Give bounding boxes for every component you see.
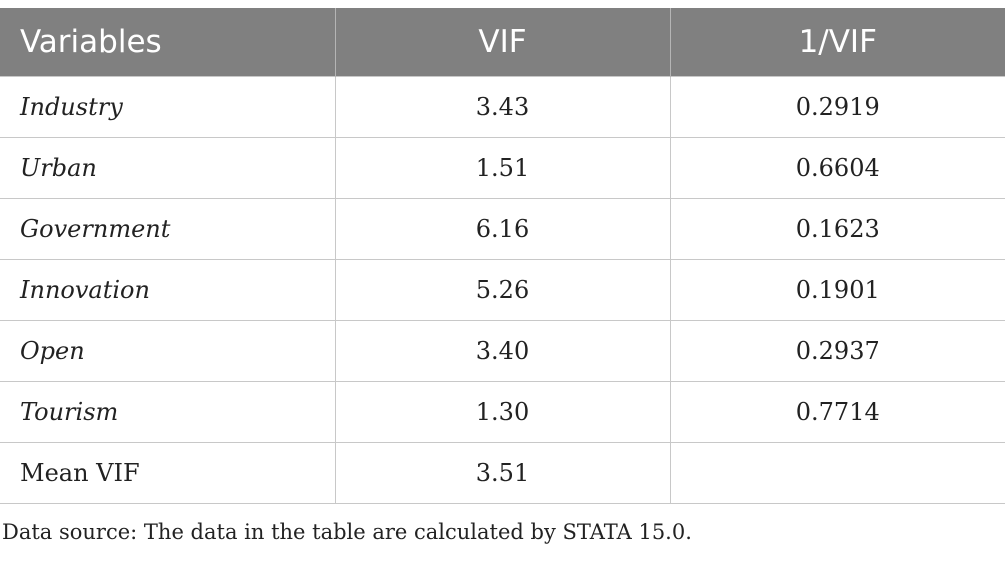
- vif-table-container: Variables VIF 1/VIF Industry 3.43 0.2919…: [0, 8, 1005, 504]
- header-variables: Variables: [0, 8, 336, 77]
- cell-inverse-vif: 0.6604: [669, 137, 1005, 199]
- cell-vif: 3.40: [334, 320, 671, 382]
- cell-inverse-vif: 0.1901: [669, 259, 1005, 321]
- cell-inverse-vif: 0.1623: [669, 198, 1005, 260]
- vif-table: Variables VIF 1/VIF Industry 3.43 0.2919…: [0, 8, 1005, 504]
- table-footnote: Data source: The data in the table are c…: [2, 520, 692, 544]
- table-row: Open 3.40 0.2937: [0, 320, 1005, 382]
- cell-variable: Tourism: [0, 381, 336, 443]
- cell-inverse-vif: 0.2919: [669, 76, 1005, 138]
- cell-mean-vif: 3.51: [334, 442, 671, 504]
- cell-variable: Government: [0, 198, 336, 260]
- cell-vif: 5.26: [334, 259, 671, 321]
- cell-vif: 3.43: [334, 76, 671, 138]
- cell-mean-label: Mean VIF: [0, 442, 336, 504]
- table-row: Government 6.16 0.1623: [0, 198, 1005, 260]
- cell-mean-inverse-vif: [669, 442, 1005, 504]
- cell-variable: Urban: [0, 137, 336, 199]
- header-vif: VIF: [334, 8, 671, 77]
- table-row: Industry 3.43 0.2919: [0, 76, 1005, 138]
- table-body: Industry 3.43 0.2919 Urban 1.51 0.6604 G…: [0, 76, 1005, 504]
- table-row: Innovation 5.26 0.1901: [0, 259, 1005, 321]
- cell-variable: Open: [0, 320, 336, 382]
- header-row: Variables VIF 1/VIF: [0, 8, 1005, 77]
- cell-variable: Innovation: [0, 259, 336, 321]
- header-inverse-vif: 1/VIF: [669, 8, 1005, 77]
- cell-inverse-vif: 0.2937: [669, 320, 1005, 382]
- table-row: Tourism 1.30 0.7714: [0, 381, 1005, 443]
- table-row: Urban 1.51 0.6604: [0, 137, 1005, 199]
- cell-vif: 1.30: [334, 381, 671, 443]
- cell-vif: 1.51: [334, 137, 671, 199]
- cell-vif: 6.16: [334, 198, 671, 260]
- cell-variable: Industry: [0, 76, 336, 138]
- table-header: Variables VIF 1/VIF: [0, 8, 1005, 77]
- cell-inverse-vif: 0.7714: [669, 381, 1005, 443]
- mean-vif-row: Mean VIF 3.51: [0, 442, 1005, 504]
